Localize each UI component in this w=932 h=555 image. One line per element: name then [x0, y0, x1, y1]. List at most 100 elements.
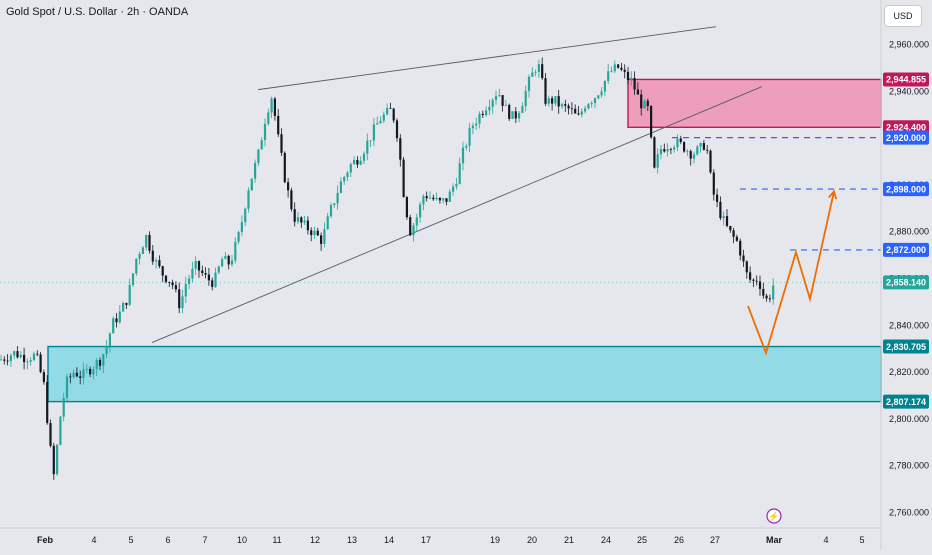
candle-body: [425, 196, 428, 199]
x-tick-label: 27: [710, 535, 720, 545]
candle-body: [389, 108, 392, 109]
price-label: 2,807.174: [886, 397, 926, 407]
candle-body: [392, 108, 395, 121]
candle-body: [59, 416, 62, 445]
candle-body: [0, 359, 3, 361]
candle-body: [646, 100, 649, 107]
demand-zone[interactable]: [47, 345, 882, 403]
currency-button[interactable]: USD: [884, 5, 922, 27]
candle-body: [26, 361, 29, 363]
supply-zone[interactable]: [627, 78, 882, 129]
candle-body: [567, 105, 570, 109]
candle-body: [148, 235, 151, 251]
candle-body: [224, 255, 227, 260]
candle-body: [155, 260, 158, 262]
candle-body: [359, 160, 362, 165]
candle-body: [379, 120, 382, 124]
candle-body: [372, 124, 375, 141]
candle-body: [227, 255, 230, 265]
candle-body: [277, 115, 280, 135]
candle-body: [419, 204, 422, 218]
candle-body: [39, 354, 42, 373]
candle-body: [600, 91, 603, 96]
candle-body: [448, 191, 451, 202]
candle-body: [673, 147, 676, 150]
x-tick-label: 24: [601, 535, 611, 545]
candle-body: [247, 190, 250, 209]
trendline-0[interactable]: [257, 26, 717, 91]
candle-body: [422, 196, 425, 205]
candle-body: [692, 154, 696, 159]
candle-body: [82, 369, 85, 378]
candle-body: [141, 247, 144, 255]
candle-body: [336, 192, 339, 204]
candle-body: [633, 77, 636, 90]
candle-body: [112, 318, 115, 334]
candle-body: [399, 138, 402, 160]
y-tick-label: 2,780.000: [889, 461, 929, 471]
candle-body: [131, 273, 135, 285]
candle-body: [574, 108, 577, 114]
projection-arrowhead: [828, 189, 838, 200]
candle-body: [313, 230, 316, 236]
price-label: 2,858.140: [886, 278, 926, 288]
candle-body: [211, 280, 214, 287]
price-label: 2,898.000: [886, 184, 926, 194]
candle-body: [640, 94, 643, 109]
candle-body: [755, 280, 758, 282]
x-tick-label: 4: [823, 535, 828, 545]
candle-body: [445, 198, 448, 202]
x-tick-label: 10: [237, 535, 247, 545]
candle-body: [250, 178, 253, 191]
candle-body: [257, 149, 260, 163]
candle-body: [230, 260, 234, 265]
candle-body: [395, 120, 399, 139]
candle-body: [42, 372, 45, 383]
candle-body: [768, 298, 771, 300]
candle-body: [194, 261, 197, 269]
y-tick-label: 2,960.000: [889, 40, 929, 50]
candle-body: [122, 302, 125, 312]
candle-body: [435, 197, 438, 200]
candle-body: [188, 278, 191, 284]
candle-body: [587, 104, 590, 109]
trendline-1[interactable]: [151, 86, 763, 343]
projection-path[interactable]: [747, 191, 835, 356]
candle-body: [716, 194, 719, 202]
candle-body: [201, 270, 204, 274]
price-label: 2,872.000: [886, 245, 926, 255]
candle-body: [475, 123, 478, 126]
candle-body: [158, 260, 161, 267]
candle-body: [240, 222, 243, 232]
candle-body: [732, 230, 735, 237]
candle-body: [521, 106, 524, 113]
candle-body: [164, 275, 168, 282]
candle-body: [485, 110, 488, 116]
candle-body: [560, 104, 564, 107]
candle-body: [69, 376, 72, 378]
y-tick-label: 2,840.000: [889, 320, 929, 330]
price-label-box: [883, 130, 929, 145]
candle-body: [739, 240, 742, 256]
candle-body: [326, 216, 329, 230]
x-tick-label: 5: [128, 535, 133, 545]
x-tick-label: 19: [490, 535, 500, 545]
candle-body: [382, 114, 385, 121]
candle-body: [438, 197, 441, 201]
event-marker-icon[interactable]: [766, 508, 782, 524]
candle-body: [19, 354, 22, 358]
candle-body: [263, 123, 267, 141]
candle-body: [650, 106, 653, 138]
candle-body: [254, 162, 257, 179]
candle-body: [669, 149, 672, 150]
candle-body: [6, 360, 9, 362]
price-label-box: [883, 275, 929, 290]
candle-body: [204, 273, 207, 275]
y-tick-label: 2,800.000: [889, 414, 929, 424]
candle-body: [72, 372, 75, 378]
candle-body: [207, 274, 210, 281]
candle-body: [244, 208, 247, 223]
candle-body: [749, 272, 752, 280]
